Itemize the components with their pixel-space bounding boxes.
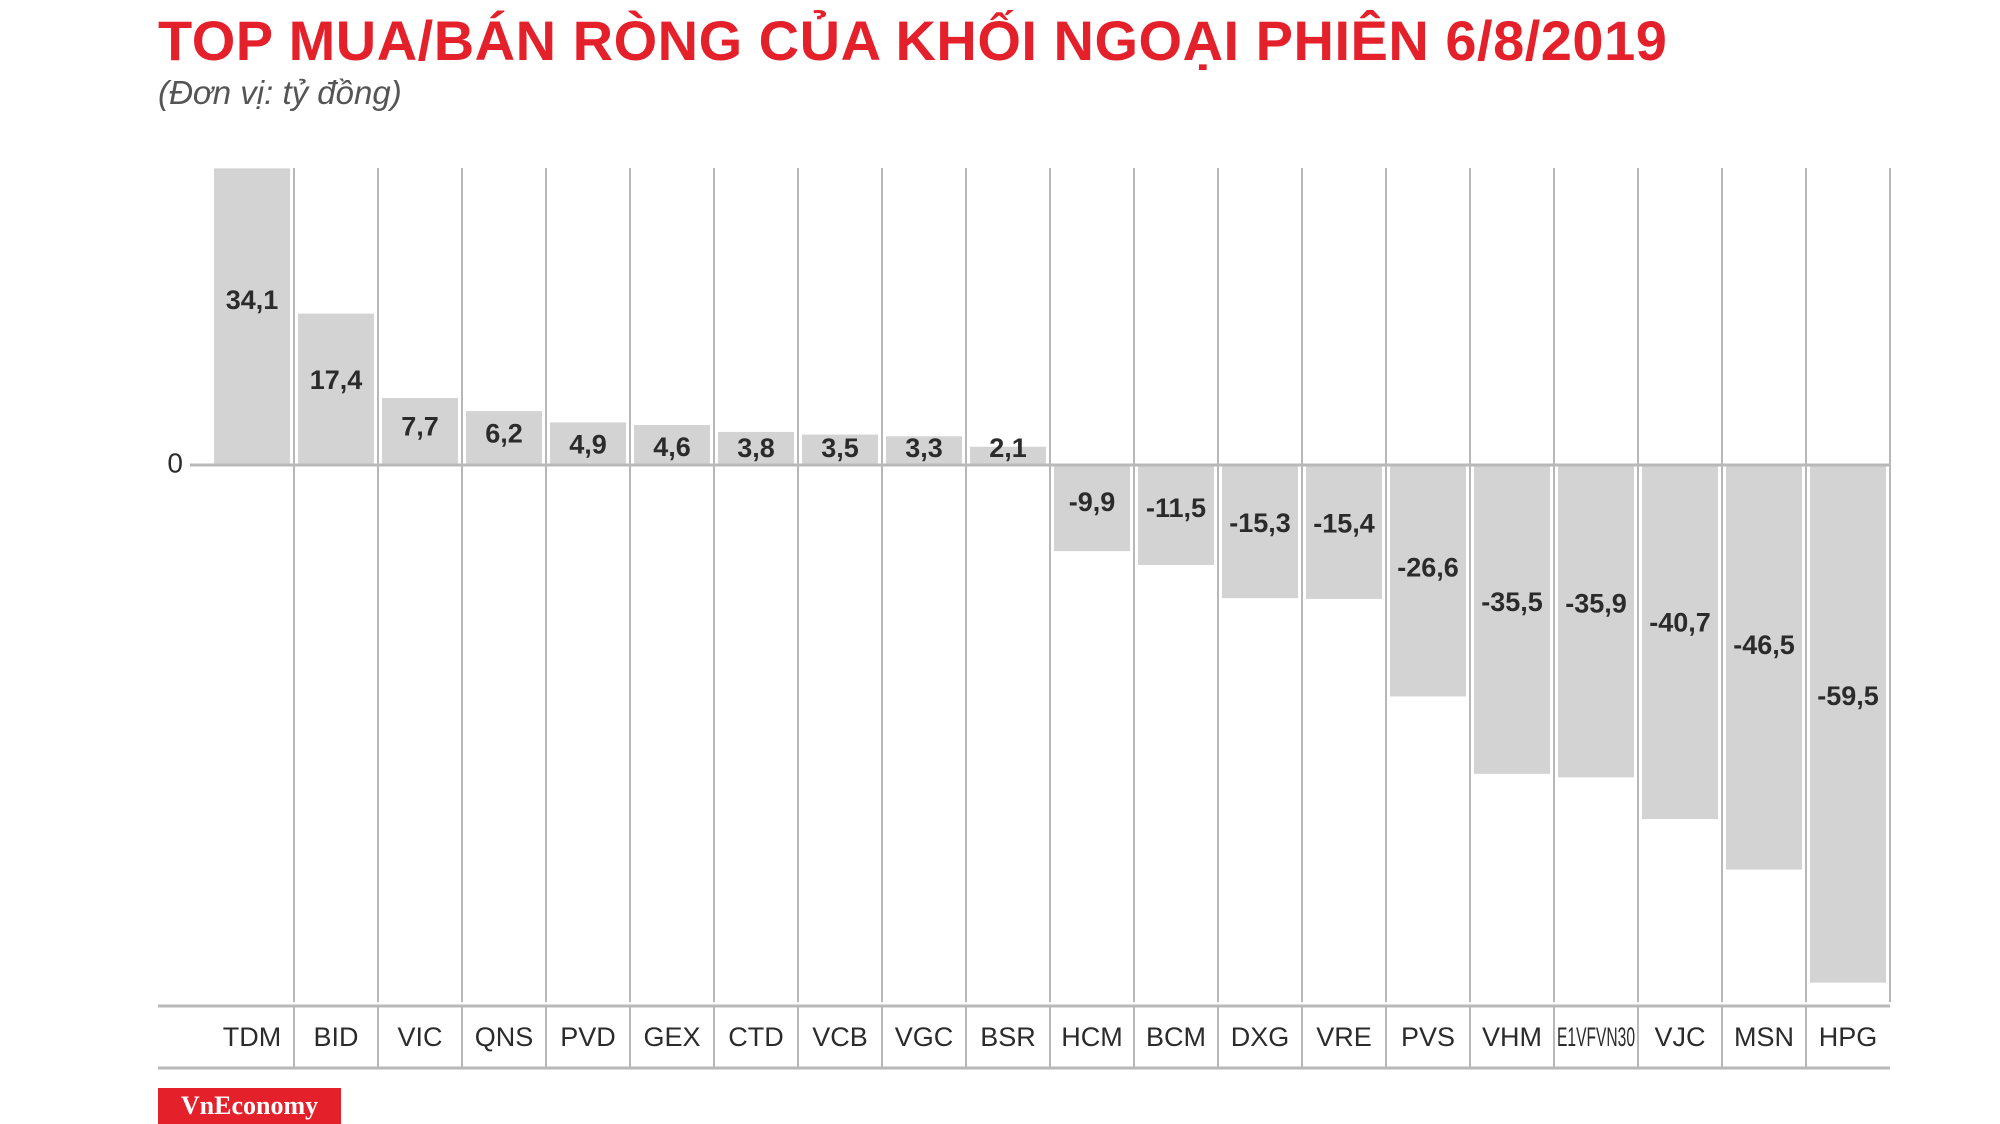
category-label-vic: VIC [397, 1022, 442, 1052]
bar-pvd [550, 422, 626, 465]
category-label-msn: MSN [1734, 1022, 1794, 1052]
category-label-hcm: HCM [1061, 1022, 1123, 1052]
vneconomy-logo: VnEconomy [158, 1088, 341, 1124]
value-label: -35,9 [1565, 589, 1627, 619]
category-label-hpg: HPG [1819, 1022, 1878, 1052]
bar-vre [1306, 465, 1382, 599]
value-label: 4,9 [569, 429, 607, 459]
category-label-dxg: DXG [1231, 1022, 1290, 1052]
bar-bid [298, 313, 374, 465]
value-label: -26,6 [1397, 552, 1459, 582]
value-label: 34,1 [226, 285, 279, 315]
bar-hcm [1054, 465, 1130, 552]
category-label-vcb: VCB [812, 1022, 868, 1052]
category-label-e1vfvn30: E1VFVN30 [1557, 1022, 1635, 1052]
value-label: 7,7 [401, 411, 439, 441]
value-label: -59,5 [1817, 681, 1879, 711]
bar-pvs [1390, 465, 1466, 697]
category-label-gex: GEX [643, 1022, 700, 1052]
bar-qns [466, 411, 542, 465]
category-label-tdm: TDM [223, 1022, 281, 1052]
bar-hpg [1810, 465, 1886, 983]
x-axis: TDM BID VIC QNS PVD GEX CTD VCB VGC BSR HCM BCM DXG V… [158, 1004, 1890, 1070]
value-label: 3,5 [821, 433, 859, 463]
bars [214, 168, 1886, 983]
category-label-bid: BID [313, 1022, 358, 1052]
value-label: -15,4 [1313, 508, 1375, 538]
value-label: 17,4 [310, 365, 363, 395]
zero-tick-label: 0 [167, 447, 183, 478]
bar-ctd [718, 431, 794, 465]
bar-vcb [802, 434, 878, 465]
value-label: -35,5 [1481, 587, 1543, 617]
category-label-bcm: BCM [1146, 1022, 1206, 1052]
bar-dxg [1222, 465, 1298, 599]
category-label-qns: QNS [475, 1022, 534, 1052]
value-label: 6,2 [485, 418, 523, 448]
bar-vhm [1474, 465, 1550, 774]
grid-lines [293, 168, 1891, 1002]
bar-vgc [886, 436, 962, 465]
value-labels: 34,1 17,4 7,7 6,2 4,9 4,6 3,8 3,5 3,3 2,1 -9,9 -11,… [226, 285, 1879, 711]
category-label-pvs: PVS [1401, 1022, 1455, 1052]
value-label: -15,3 [1229, 508, 1291, 538]
bar-msn [1726, 465, 1802, 870]
value-label: -11,5 [1146, 493, 1206, 523]
bar-vic [382, 398, 458, 465]
value-label: 3,3 [905, 433, 943, 463]
value-label: 2,1 [989, 433, 1027, 463]
bar-e1vfvn30 [1558, 465, 1634, 778]
value-label: 4,6 [653, 432, 691, 462]
category-label-vgc: VGC [895, 1022, 954, 1052]
value-label: -9,9 [1069, 487, 1116, 517]
category-label-vjc: VJC [1654, 1022, 1705, 1052]
bar-bcm [1138, 465, 1214, 566]
value-label: 3,8 [737, 433, 775, 463]
category-label-ctd: CTD [728, 1022, 784, 1052]
category-label-bsr: BSR [980, 1022, 1036, 1052]
value-label: -46,5 [1733, 630, 1795, 660]
bar-bsr [970, 446, 1046, 465]
value-label: -40,7 [1649, 607, 1711, 637]
chart-subtitle: (Đơn vị: tỷ đồng) [158, 74, 402, 111]
bar-gex [634, 424, 710, 465]
category-label-vhm: VHM [1482, 1022, 1542, 1052]
bar-tdm [214, 168, 290, 465]
category-label-pvd: PVD [560, 1022, 616, 1052]
category-label-vre: VRE [1316, 1022, 1372, 1052]
chart-title: TOP MUA/BÁN RÒNG CỦA KHỐI NGOẠI PHIÊN 6/… [158, 9, 1668, 72]
bar-vjc [1642, 465, 1718, 820]
